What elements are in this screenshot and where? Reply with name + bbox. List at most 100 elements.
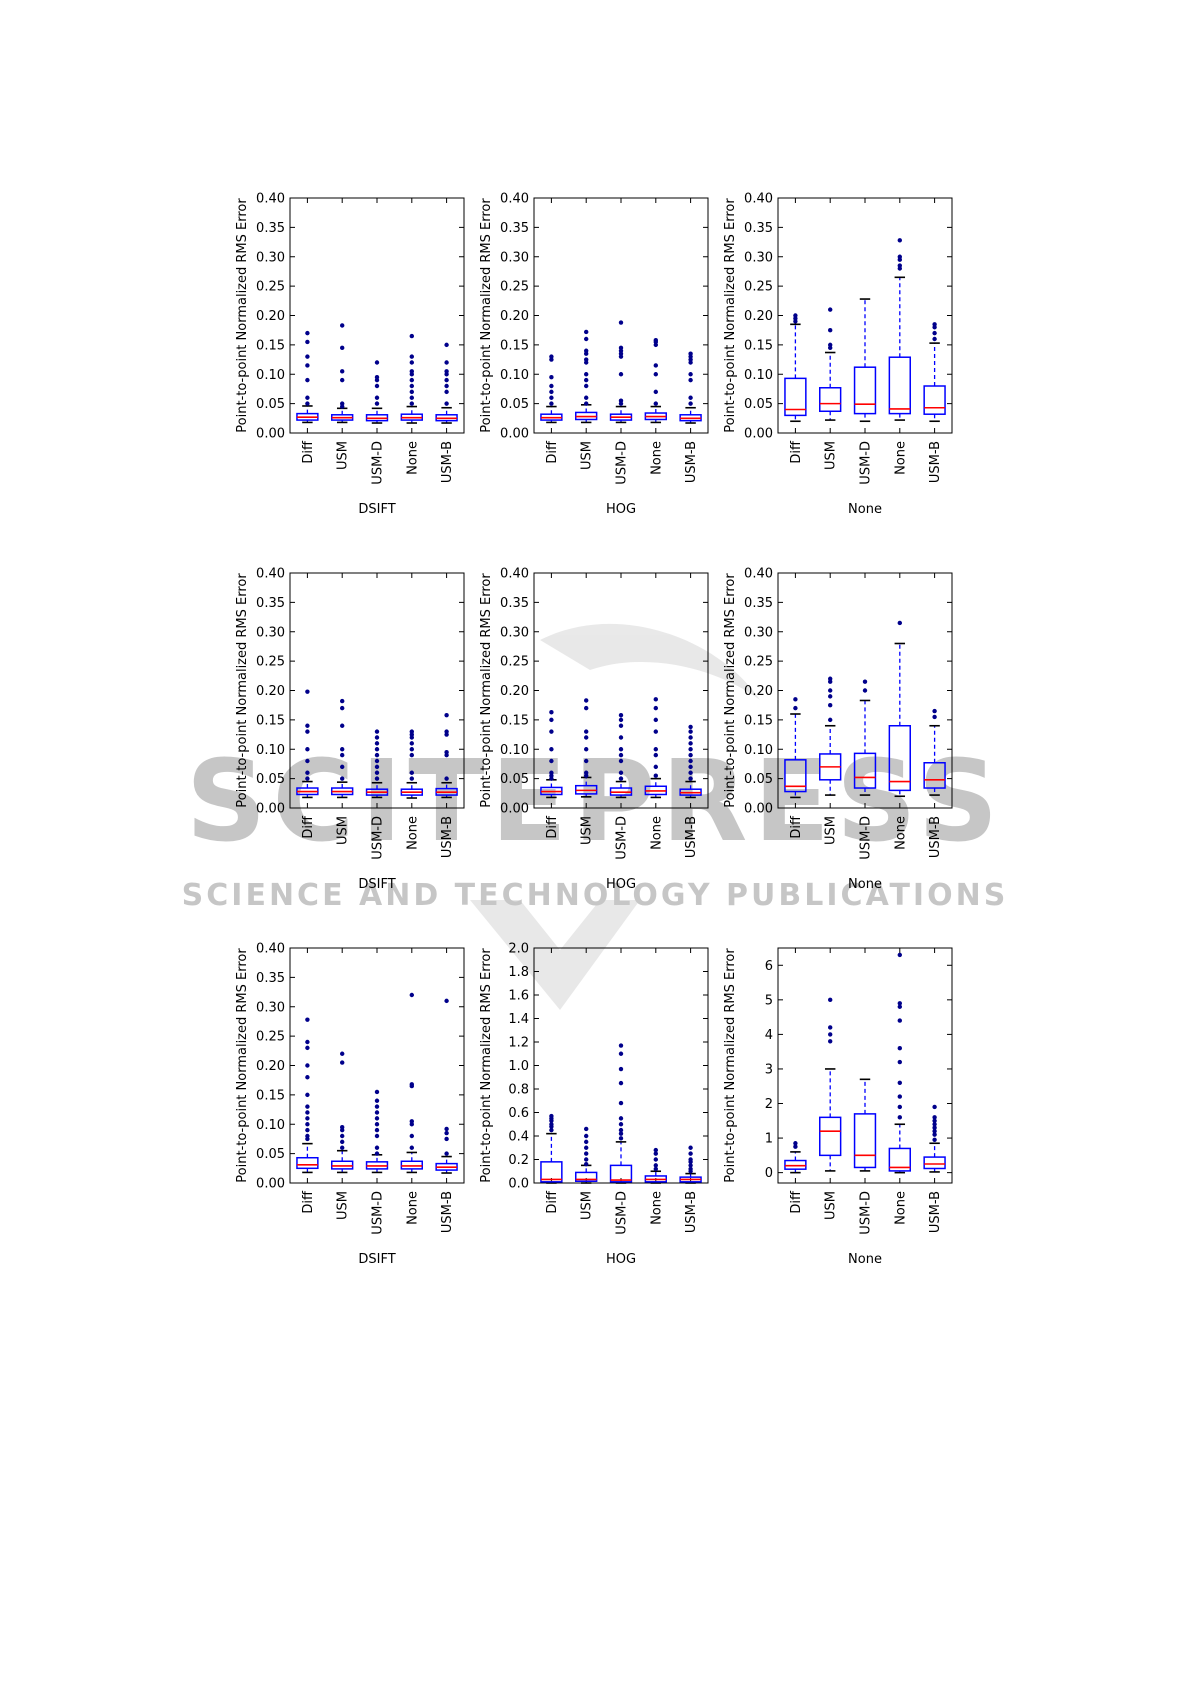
outlier-point [305,723,310,728]
y-tick-label: 0.05 [256,772,285,787]
outlier-point [688,764,693,770]
box-none [888,952,911,1174]
outlier-point [340,776,345,781]
outlier-point [584,698,589,703]
outlier-point [828,717,833,723]
outlier-point [549,1113,554,1119]
outlier-point [374,741,380,746]
y-axis-label: Point-to-point Normalized RMS Error [235,573,250,808]
y-tick-label: 0.40 [744,192,773,207]
x-tick-label: USM-B [928,816,943,858]
x-tick-label: None [893,816,908,850]
y-tick-label: 0.35 [744,221,773,236]
outlier-point [584,401,589,406]
outlier-point [584,372,589,377]
outlier-point [897,1004,902,1009]
outlier-point [444,1151,449,1156]
outlier-point [828,342,833,348]
y-tick-label: 0.15 [256,713,285,728]
outlier-point [305,1017,310,1022]
x-tick-label: Diff [301,1190,316,1214]
outlier-point [444,1130,449,1136]
outlier-point [653,729,658,734]
outlier-point [340,723,345,728]
outlier-point [340,369,345,374]
box-diff [540,1113,563,1184]
outlier-point [897,1094,902,1099]
x-axis-label: None [848,1252,882,1267]
x-tick-label: USM-D [371,441,386,485]
y-axis-label: Point-to-point Normalized RMS Error [235,948,250,1183]
boxplot-panel: 0.00 0.05 0.10 0.15 0.20 0.25 0.30 0.35 0.40 Poin… [718,565,958,892]
box-none [400,992,423,1174]
outlier-point [305,1104,310,1109]
outlier-point [584,348,589,353]
outlier-point [932,1122,937,1127]
y-tick-label: 0.35 [256,971,285,986]
plot-frame [777,947,953,1184]
y-tick-label: 0.0 [508,1177,529,1192]
outlier-point [897,263,902,268]
outlier-point [897,620,902,626]
outlier-point [340,698,345,704]
box-none [400,333,423,424]
outlier-point [305,339,310,345]
x-tick-label: USM-B [684,441,699,483]
y-tick-label: 0.20 [256,1059,285,1074]
outlier-point [618,1100,624,1106]
outlier-point [688,724,693,730]
outlier-point [897,238,902,243]
x-tick-label: USM [336,441,351,470]
outlier-point [409,1119,414,1124]
outlier-point [793,697,798,702]
outlier-point [374,729,380,734]
y-tick-label: 1.6 [508,989,529,1004]
y-tick-label: 0.10 [744,368,773,383]
y-tick-label: 0.30 [500,625,529,640]
outlier-point [897,1104,902,1110]
x-tick-label: USM [580,816,595,845]
outlier-point [618,320,624,325]
outlier-point [653,1163,658,1168]
outlier-point [409,1133,414,1139]
x-tick-label: USM [580,441,595,470]
outlier-point [653,1166,658,1172]
outlier-point [409,1145,414,1150]
box-usm-b [435,712,458,799]
outlier-point [897,1046,902,1051]
y-tick-label: 0.40 [256,192,285,207]
y-tick-label: 0.15 [500,338,529,353]
outlier-point [653,705,658,711]
box-usm [331,323,354,424]
outlier-point [305,770,310,775]
watermark-title: SCITEPRESS [186,737,1005,867]
boxplot-panel: 0.00 0.05 0.10 0.15 0.20 0.25 0.30 0.35 0.40 Poin… [474,565,714,892]
outlier-point [444,776,449,781]
x-axis-label: HOG [606,1252,636,1267]
boxplot-svg: 0.0 0.2 0.4 0.6 0.8 1.0 1.2 1.4 1.6 1.8 2.0 Point-t… [479,942,709,1267]
x-tick-label: None [405,816,420,850]
outlier-point [409,992,414,998]
outlier-point [653,752,658,758]
outlier-point [305,1092,310,1098]
x-axis-label: DSIFT [358,877,395,892]
y-tick-label: 0.6 [508,1106,529,1121]
box-diff [296,1017,319,1174]
y-tick-label: 1.0 [508,1059,529,1074]
x-axis-label: HOG [606,877,636,892]
outlier-point [444,389,449,395]
outlier-point [374,776,380,781]
box-iqr [575,1171,598,1182]
outlier-point [897,254,902,259]
outlier-point [584,1162,589,1167]
outlier-point [932,1118,937,1123]
y-tick-label: 0.30 [256,1000,285,1015]
y-tick-label: 0.00 [256,802,285,817]
outlier-point [374,752,380,758]
y-tick-label: 0.05 [256,1147,285,1162]
x-axis-label: None [848,877,882,892]
y-tick-label: 0.40 [500,192,529,207]
box-diff [784,697,807,799]
box-iqr [784,377,807,417]
outlier-point [444,729,449,734]
